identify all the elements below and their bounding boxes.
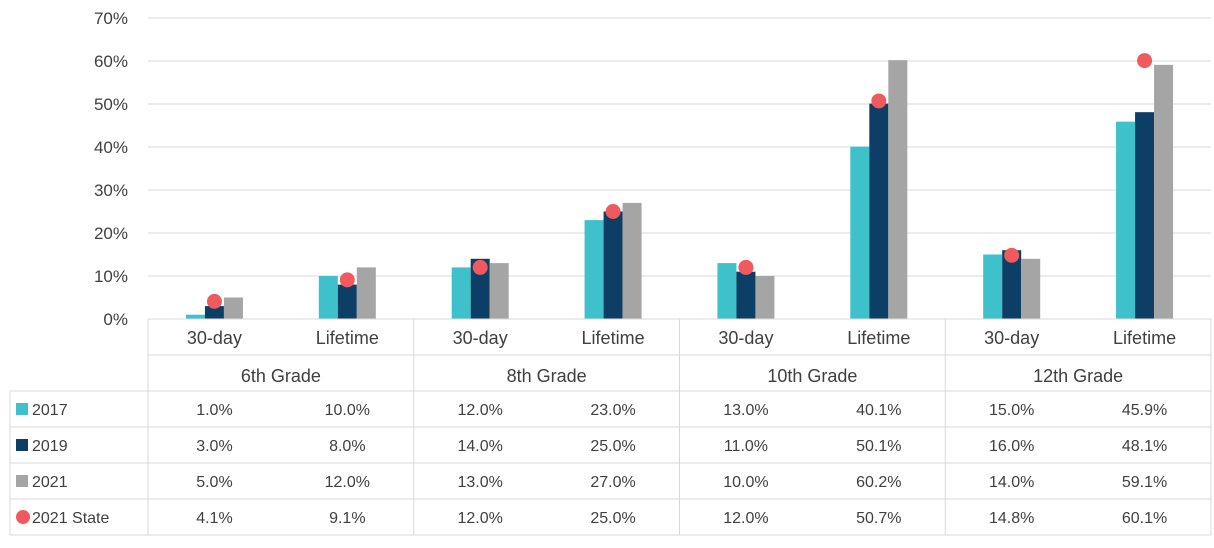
legend-swatch <box>16 403 28 415</box>
table-cell: 12.0% <box>325 474 370 491</box>
table-cell: 16.0% <box>989 438 1034 455</box>
table-cell: 14.8% <box>989 510 1034 527</box>
table-cell: 48.1% <box>1122 438 1167 455</box>
bar-2019 <box>736 271 756 319</box>
table-cell: 27.0% <box>590 474 635 491</box>
table-cell: 12.0% <box>458 510 503 527</box>
y-tick-label: 0% <box>103 310 128 329</box>
bar-2021 <box>888 60 908 319</box>
marker-state <box>339 272 355 288</box>
category-label: Lifetime <box>1113 328 1176 348</box>
bar-2019 <box>337 284 357 319</box>
group-label: 6th Grade <box>241 366 321 386</box>
table-cell: 50.7% <box>856 510 901 527</box>
bar-2021 <box>489 263 509 319</box>
table-cell: 3.0% <box>196 438 232 455</box>
bar-2017 <box>717 263 737 319</box>
table-cell: 4.1% <box>196 510 232 527</box>
table-cell: 59.1% <box>1122 474 1167 491</box>
bar-2019 <box>603 211 623 319</box>
category-label: Lifetime <box>316 328 379 348</box>
y-tick-label: 30% <box>94 181 128 200</box>
group-label: 12th Grade <box>1033 366 1123 386</box>
state-markers <box>206 53 1153 309</box>
bar-2021 <box>223 297 243 319</box>
legend-label: 2021 State <box>32 510 110 527</box>
table-cell: 13.0% <box>458 474 503 491</box>
table-cell: 25.0% <box>590 510 635 527</box>
table-cell: 1.0% <box>196 402 232 419</box>
y-tick-label: 20% <box>94 224 128 243</box>
bar-2019 <box>1135 112 1155 319</box>
bar-2021 <box>356 267 376 319</box>
legend-swatch <box>16 510 30 524</box>
table-cell: 12.0% <box>458 402 503 419</box>
category-label: Lifetime <box>847 328 910 348</box>
bar-2021 <box>622 202 642 319</box>
group-label: 10th Grade <box>767 366 857 386</box>
table-cell: 45.9% <box>1122 402 1167 419</box>
table-cell: 23.0% <box>590 402 635 419</box>
bar-2017 <box>584 220 604 319</box>
y-axis: 0% 10% 20% 30% 40% 50% 60% 70% <box>94 9 128 329</box>
data-table: 30-day Lifetime 30-day Lifetime 30-day Lifeti… <box>9 318 1212 536</box>
bar-2017 <box>451 267 471 319</box>
legend-label: 2019 <box>32 438 68 455</box>
marker-state <box>206 293 222 309</box>
table-cell: 40.1% <box>856 402 901 419</box>
table-cell: 9.1% <box>329 510 365 527</box>
table-cell: 50.1% <box>856 438 901 455</box>
table-cell: 10.0% <box>325 402 370 419</box>
table-cell: 60.1% <box>1122 510 1167 527</box>
gridlines <box>148 17 1211 277</box>
legend-label: 2017 <box>32 402 68 419</box>
marker-state <box>871 93 887 109</box>
legend-swatch <box>16 475 28 487</box>
table-cell: 5.0% <box>196 474 232 491</box>
marker-state <box>738 259 754 275</box>
bar-2019 <box>204 306 224 319</box>
bar-2017 <box>983 254 1003 319</box>
table-cell: 15.0% <box>989 402 1034 419</box>
group-label: 8th Grade <box>507 366 587 386</box>
bar-2021 <box>755 276 775 319</box>
y-tick-label: 10% <box>94 267 128 286</box>
table-cell: 14.0% <box>989 474 1034 491</box>
legend-swatch <box>16 439 28 451</box>
bar-2017 <box>850 146 870 319</box>
bar-2021 <box>1021 258 1041 319</box>
category-label: 30-day <box>718 328 773 348</box>
category-label: 30-day <box>453 328 508 348</box>
category-label: Lifetime <box>582 328 645 348</box>
table-cell: 60.2% <box>856 474 901 491</box>
category-label: 30-day <box>187 328 242 348</box>
bar-2017 <box>185 314 205 319</box>
table-cell: 25.0% <box>590 438 635 455</box>
marker-state <box>472 259 488 275</box>
table-cell: 8.0% <box>329 438 365 455</box>
bar-2017 <box>318 276 338 319</box>
marker-state <box>1137 53 1153 69</box>
bars <box>185 60 1174 320</box>
table-cell: 13.0% <box>723 402 768 419</box>
table-cell: 12.0% <box>723 510 768 527</box>
y-tick-label: 50% <box>94 95 128 114</box>
category-label: 30-day <box>984 328 1039 348</box>
legend-label: 2021 <box>32 474 68 491</box>
bar-2019 <box>869 103 889 319</box>
y-tick-label: 40% <box>94 138 128 157</box>
marker-state <box>1004 247 1020 263</box>
bar-2019 <box>470 258 490 319</box>
y-tick-label: 60% <box>94 52 128 71</box>
y-tick-label: 70% <box>94 9 128 28</box>
table-cell: 11.0% <box>724 438 768 455</box>
bar-2019 <box>1002 250 1022 319</box>
bar-2021 <box>1154 64 1174 320</box>
table-cell: 10.0% <box>723 474 768 491</box>
marker-state <box>605 204 621 219</box>
table-cell: 14.0% <box>458 438 503 455</box>
bar-2017 <box>1116 121 1136 319</box>
